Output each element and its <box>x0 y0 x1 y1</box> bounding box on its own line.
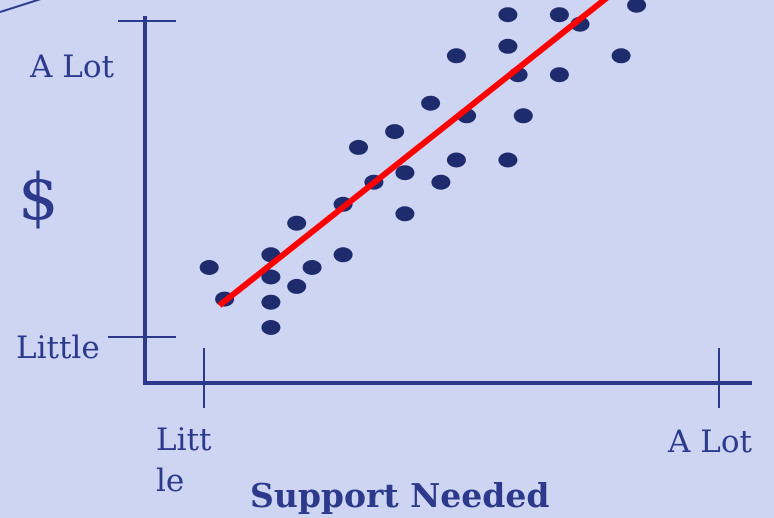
data-point-20 <box>446 152 466 168</box>
data-point-4 <box>261 269 281 285</box>
data-point-18 <box>431 174 451 190</box>
data-point-14 <box>385 124 405 140</box>
x-tick-label-high: A Lot <box>668 424 752 460</box>
data-point-32 <box>611 48 631 64</box>
data-point-22 <box>498 7 518 23</box>
data-points <box>199 0 647 335</box>
data-point-23 <box>498 38 518 54</box>
data-point-1 <box>199 260 219 275</box>
data-point-9 <box>302 260 322 275</box>
data-point-5 <box>261 294 281 310</box>
x-axis-title: Support Needed <box>250 476 550 515</box>
data-point-15 <box>395 165 415 181</box>
x-tick-label-low: Little <box>156 422 212 499</box>
data-point-28 <box>549 7 569 23</box>
trend-line <box>217 0 609 308</box>
data-point-16 <box>395 206 415 222</box>
y-tick-label-high: A Lot <box>30 49 114 85</box>
data-point-33 <box>627 0 647 13</box>
corner-decoration <box>0 0 42 13</box>
data-point-12 <box>349 139 368 155</box>
data-point-24 <box>498 152 518 168</box>
data-point-19 <box>446 48 466 64</box>
data-point-29 <box>549 67 569 83</box>
data-point-26 <box>513 108 533 124</box>
trend-layer <box>217 0 609 308</box>
data-point-11 <box>333 247 353 263</box>
y-axis-label: $ <box>18 161 59 235</box>
data-point-17 <box>421 95 441 111</box>
data-point-7 <box>287 215 307 231</box>
data-point-8 <box>287 278 307 294</box>
y-tick-label-low: Little <box>16 330 100 366</box>
data-point-6 <box>261 320 281 335</box>
